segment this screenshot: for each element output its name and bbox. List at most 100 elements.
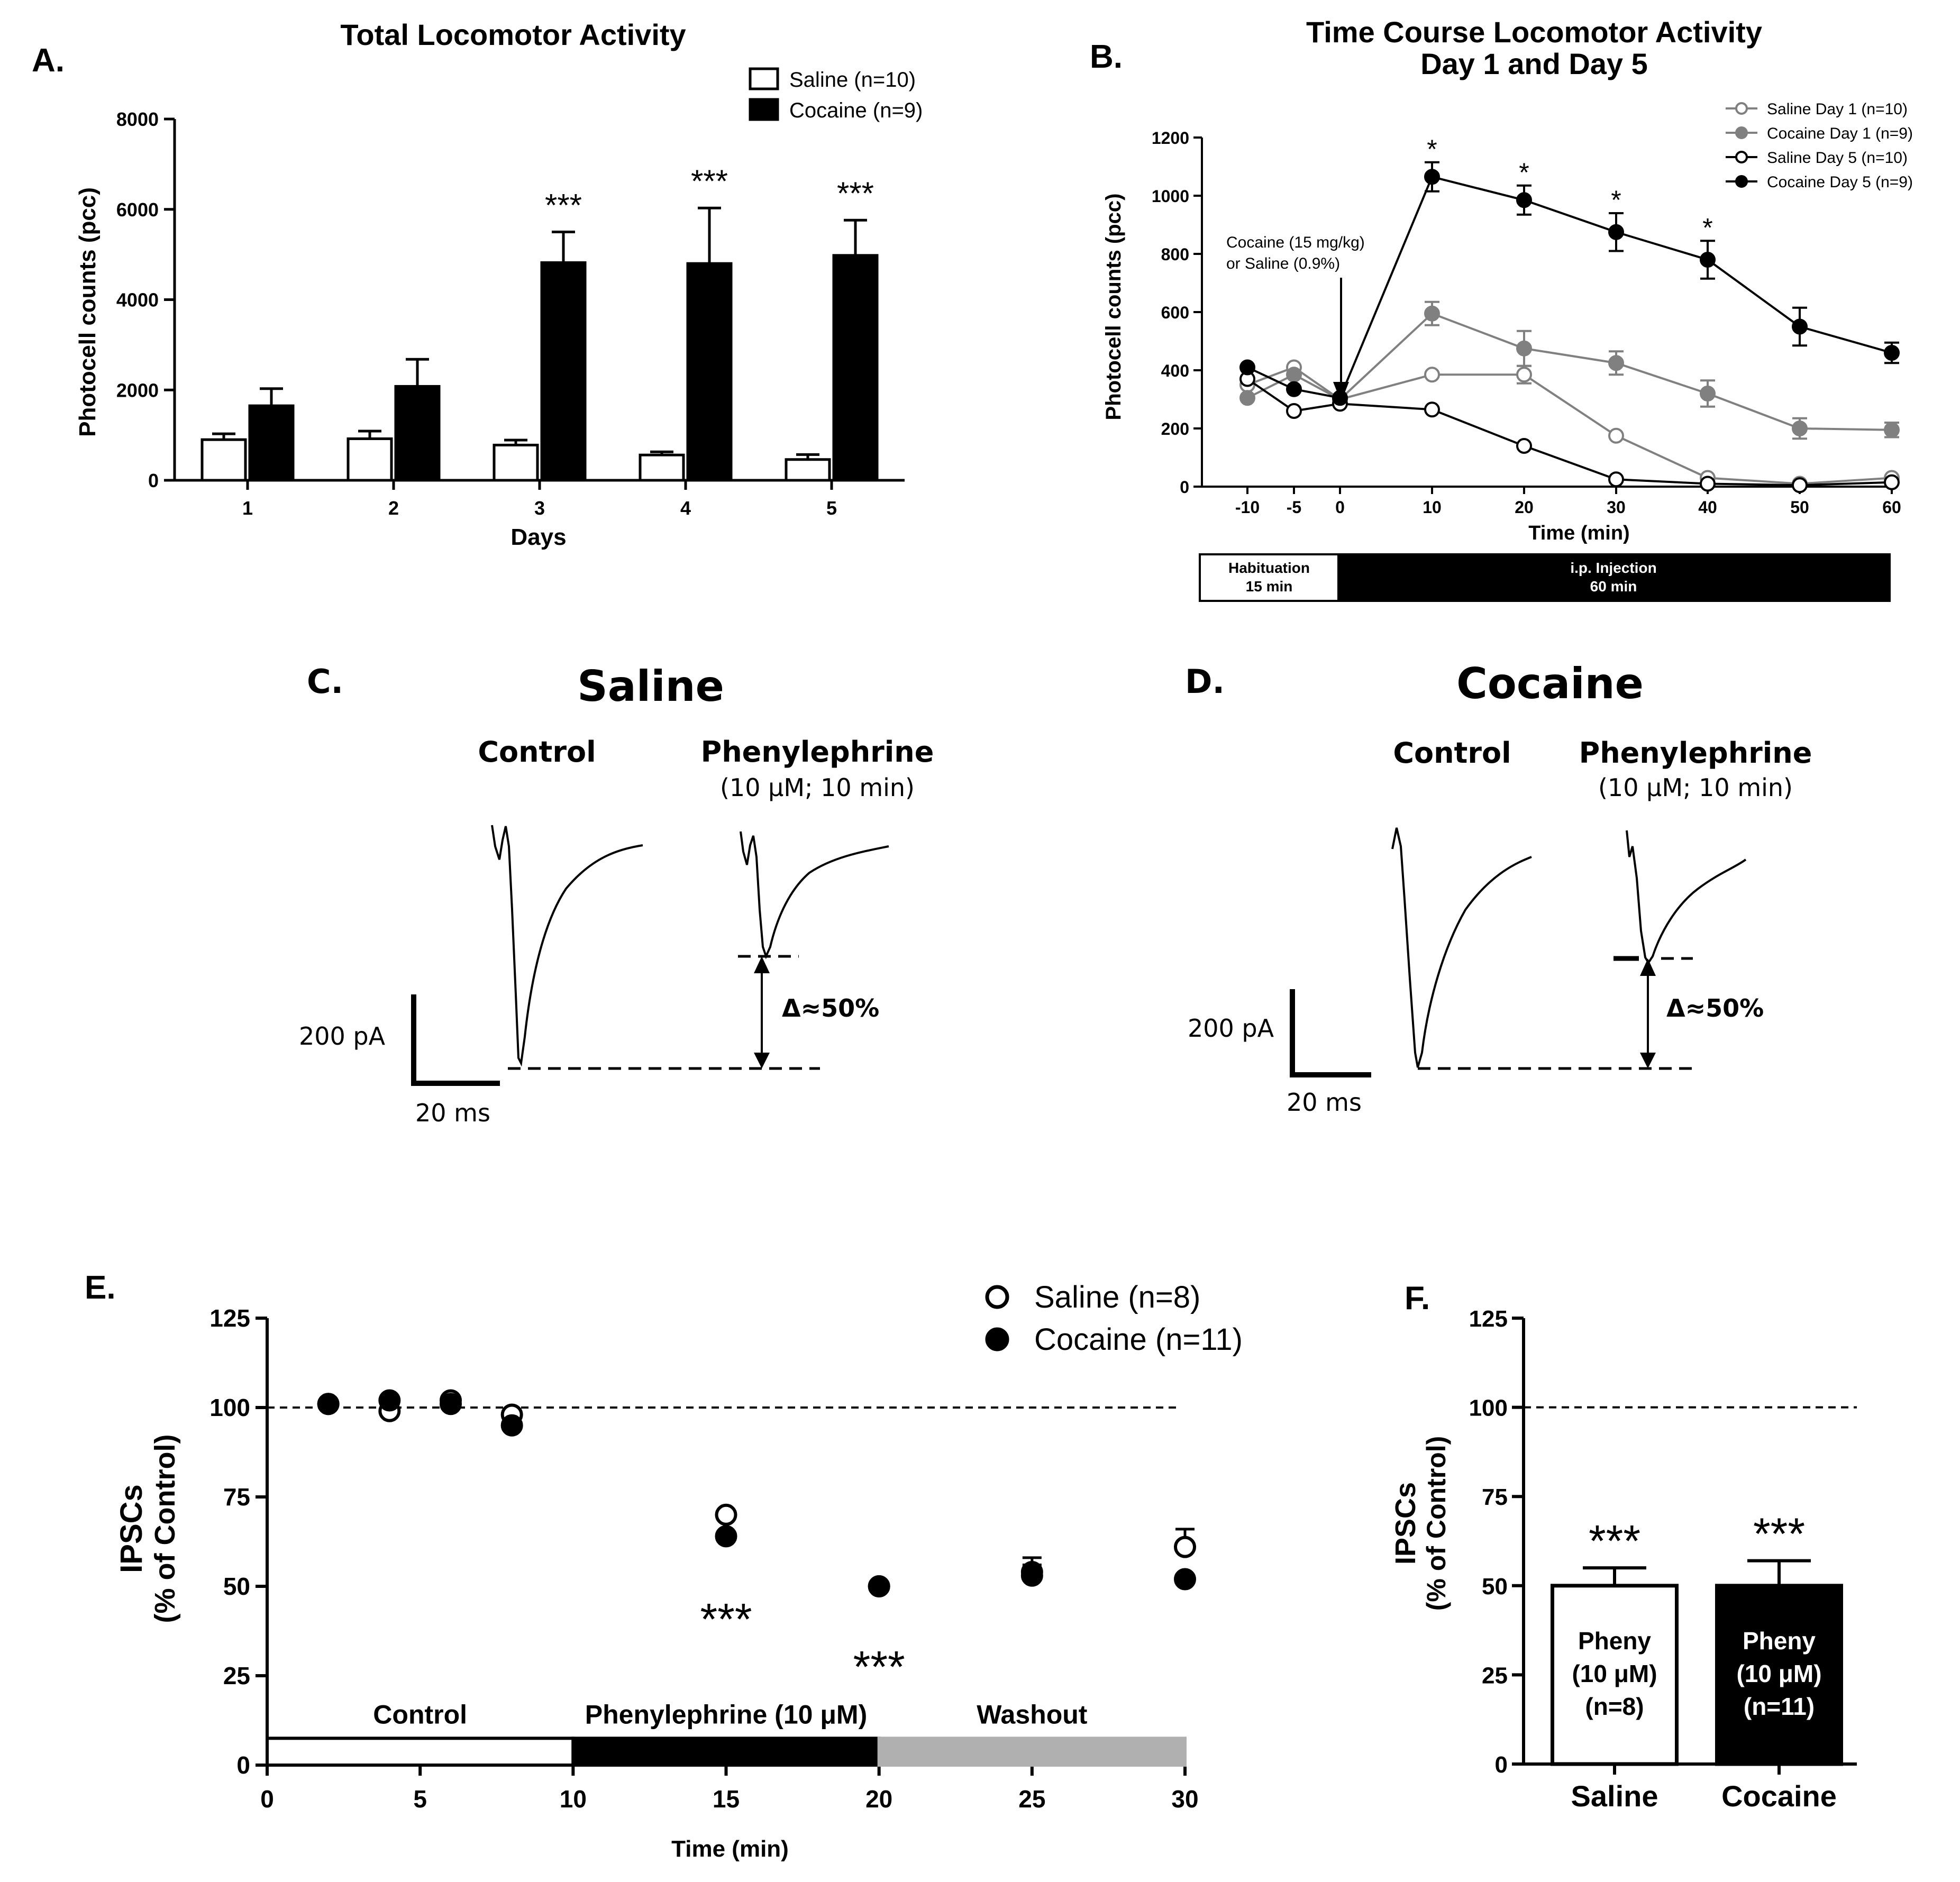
bar-saline bbox=[1551, 1584, 1679, 1766]
y-tick-label: 8000 bbox=[116, 108, 159, 130]
bar-cocaine bbox=[540, 261, 587, 482]
panel-d-label: D. bbox=[1185, 662, 1225, 701]
significance-marker: *** bbox=[837, 176, 874, 211]
x-tick-label: 0 bbox=[1335, 498, 1345, 517]
y-tick-label: 100 bbox=[209, 1394, 250, 1421]
phase-bar-2 bbox=[877, 1737, 1187, 1767]
panel-e-x-label: Time (min) bbox=[671, 1836, 789, 1862]
panel-a-y-axis: 0 2000 4000 6000 8000 bbox=[116, 108, 176, 491]
panel-a-x-label: Days bbox=[510, 524, 566, 550]
bar-saline bbox=[639, 453, 685, 482]
bar-saline bbox=[785, 458, 831, 482]
panel-d-arrow-up bbox=[1640, 958, 1656, 976]
panel-e-y-label-line1: IPSCs bbox=[114, 1484, 149, 1573]
y-tick-label: 1000 bbox=[1152, 187, 1189, 206]
x-tick-label: 0 bbox=[260, 1785, 274, 1813]
y-tick-label: 2000 bbox=[116, 379, 159, 401]
bar-cocaine bbox=[394, 385, 441, 482]
x-tick-label: 20 bbox=[865, 1785, 892, 1813]
y-tick-label: 50 bbox=[223, 1573, 250, 1600]
legend-swatch bbox=[749, 98, 779, 121]
panel-f-label: F. bbox=[1405, 1280, 1430, 1317]
legend-entry: Saline (n=10) bbox=[789, 68, 916, 92]
x-tick-label: 1 bbox=[242, 497, 253, 519]
bar-inner-label: (n=8) bbox=[1585, 1693, 1644, 1720]
legend-entry: Cocaine (n=11) bbox=[1034, 1322, 1243, 1357]
panel-c-saline-traces: C. Saline Control Phenylephrine (10 μM; … bbox=[299, 662, 934, 1127]
panel-f-bars: Pheny (10 μM) (n=8) *** Saline Pheny (10 μM) (n… bbox=[1551, 1509, 1843, 1813]
phase-bar-0 bbox=[266, 1737, 575, 1767]
data-point bbox=[1700, 252, 1716, 268]
bar-inner-label: Pheny bbox=[1578, 1627, 1651, 1655]
panel-e-legend: Saline (n=8) Cocaine (n=11) bbox=[985, 1280, 1243, 1357]
data-point bbox=[1286, 381, 1302, 397]
panel-d-delta-label: Δ≈50% bbox=[1666, 994, 1764, 1022]
panel-d-control-label: Control bbox=[1393, 736, 1511, 770]
bar-cocaine bbox=[832, 254, 879, 482]
data-point bbox=[1424, 367, 1440, 383]
panel-d-phenylephrine-trace bbox=[1626, 830, 1747, 965]
bar-cocaine bbox=[248, 404, 295, 482]
data-point bbox=[1608, 355, 1624, 371]
panel-b-title-line1: Time Course Locomotor Activity bbox=[1306, 15, 1762, 49]
panel-c-phenylephrine-trace bbox=[740, 831, 889, 960]
significance-marker: * bbox=[1611, 185, 1621, 215]
x-tick-label: 50 bbox=[1790, 498, 1809, 517]
y-tick-label: 0 bbox=[1495, 1752, 1508, 1778]
significance-marker: *** bbox=[545, 187, 582, 223]
panel-e-y-axis: 0 25 50 75 100 125 bbox=[209, 1304, 1180, 1779]
y-tick-label: 0 bbox=[148, 470, 159, 491]
data-point-cocaine bbox=[378, 1389, 401, 1412]
legend-marker bbox=[1735, 175, 1748, 188]
panel-e-x-axis: 0 5 10 15 20 25 30 bbox=[260, 1764, 1199, 1813]
data-point bbox=[1608, 471, 1624, 488]
panel-d-arrow-down bbox=[1640, 1053, 1656, 1068]
timeline-injection-duration: 60 min bbox=[1590, 578, 1637, 595]
data-point bbox=[1700, 386, 1716, 401]
panel-b-x-label: Time (min) bbox=[1528, 522, 1629, 544]
panel-b-title-line2: Day 1 and Day 5 bbox=[1420, 47, 1648, 80]
data-point bbox=[1239, 390, 1255, 406]
bar-saline bbox=[493, 443, 539, 482]
panel-b-series: * * * * bbox=[1239, 134, 1900, 494]
panel-c-arrow-down bbox=[754, 1053, 770, 1068]
panel-a-bars: *** *** *** bbox=[200, 163, 879, 482]
bar-saline bbox=[200, 438, 247, 482]
data-point bbox=[1424, 305, 1440, 322]
legend-entry: Saline Day 1 (n=10) bbox=[1767, 101, 1908, 118]
legend-marker bbox=[1735, 151, 1748, 163]
x-tick-label: 60 bbox=[1882, 498, 1901, 517]
data-point bbox=[1792, 477, 1808, 494]
data-point-cocaine bbox=[500, 1414, 523, 1437]
significance-marker: * bbox=[1519, 158, 1529, 187]
legend-marker bbox=[1735, 102, 1748, 115]
x-tick-label: 30 bbox=[1607, 498, 1626, 517]
data-point bbox=[1516, 367, 1532, 383]
y-tick-label: 4000 bbox=[116, 289, 159, 311]
y-tick-label: 600 bbox=[1161, 303, 1189, 322]
x-tick-label: 5 bbox=[826, 497, 837, 519]
panel-a-title: Total Locomotor Activity bbox=[340, 18, 686, 51]
panel-d-phenylephrine-dose: (10 μM; 10 min) bbox=[1598, 773, 1793, 802]
panel-c-phenylephrine-dose: (10 μM; 10 min) bbox=[720, 773, 915, 802]
bar-inner-label: (n=11) bbox=[1744, 1693, 1815, 1720]
panel-d-scale-x: 20 ms bbox=[1287, 1088, 1362, 1117]
panel-a-label: A. bbox=[32, 42, 65, 79]
significance-marker: *** bbox=[853, 1642, 905, 1692]
timeline-habituation-duration: 15 min bbox=[1246, 578, 1293, 595]
data-point bbox=[1286, 403, 1302, 419]
legend-entry: Cocaine Day 1 (n=9) bbox=[1767, 125, 1913, 142]
x-tick-label: 30 bbox=[1171, 1785, 1198, 1813]
panel-d-cocaine-traces: D. Cocaine Control Phenylephrine (10 μM;… bbox=[1185, 659, 1812, 1117]
panel-c-arrow-up bbox=[754, 956, 770, 973]
x-tick-label: 4 bbox=[680, 497, 691, 519]
panel-a-legend: Saline (n=10) Cocaine (n=9) bbox=[749, 67, 923, 122]
legend-swatch bbox=[749, 67, 779, 90]
panel-c-scale-x: 20 ms bbox=[415, 1099, 490, 1127]
panel-a-total-locomotor: A. Total Locomotor Activity Saline (n=10… bbox=[32, 18, 923, 550]
significance-marker: *** bbox=[691, 163, 728, 199]
legend-entry: Cocaine Day 5 (n=9) bbox=[1767, 173, 1913, 191]
x-tick-label: -5 bbox=[1287, 498, 1301, 517]
x-tick-label: 20 bbox=[1515, 498, 1534, 517]
